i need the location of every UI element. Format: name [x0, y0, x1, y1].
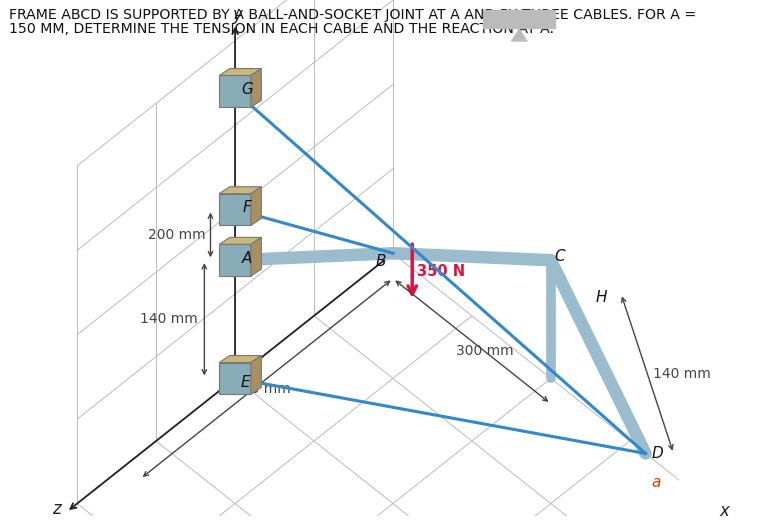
Polygon shape	[251, 356, 262, 394]
Text: 300 mm: 300 mm	[456, 344, 514, 358]
Text: E: E	[241, 375, 251, 390]
Polygon shape	[219, 193, 251, 226]
Text: y: y	[233, 6, 242, 24]
Polygon shape	[219, 356, 262, 362]
Polygon shape	[219, 75, 251, 107]
Text: F: F	[243, 200, 252, 215]
Polygon shape	[219, 237, 262, 244]
Text: 350 N: 350 N	[416, 264, 464, 279]
Polygon shape	[219, 244, 251, 276]
Polygon shape	[251, 237, 262, 276]
Text: 480 mm: 480 mm	[234, 382, 291, 396]
Text: A: A	[242, 251, 252, 266]
Polygon shape	[219, 362, 251, 394]
Text: 140 mm: 140 mm	[140, 313, 198, 327]
Text: D: D	[652, 446, 663, 461]
Text: a: a	[652, 475, 661, 490]
Text: 200 mm: 200 mm	[149, 228, 206, 242]
Text: 150 MM, DETERMINE THE TENSION IN EACH CABLE AND THE REACTION AT A.: 150 MM, DETERMINE THE TENSION IN EACH CA…	[9, 22, 553, 36]
Text: H: H	[596, 290, 608, 305]
Bar	[483, 10, 555, 28]
Text: FRAME ABCD IS SUPPORTED BY A BALL-AND-SOCKET JOINT AT A AND BY THREE CABLES. FOR: FRAME ABCD IS SUPPORTED BY A BALL-AND-SO…	[9, 8, 696, 22]
Polygon shape	[251, 69, 262, 107]
Text: G: G	[241, 82, 253, 97]
Text: z: z	[52, 500, 60, 518]
Text: 140 mm: 140 mm	[653, 367, 711, 381]
Text: B: B	[375, 254, 386, 269]
Text: x: x	[720, 502, 729, 520]
Text: C: C	[554, 249, 565, 264]
Polygon shape	[219, 187, 262, 193]
Polygon shape	[251, 187, 262, 226]
Polygon shape	[219, 69, 262, 75]
Polygon shape	[511, 28, 528, 42]
